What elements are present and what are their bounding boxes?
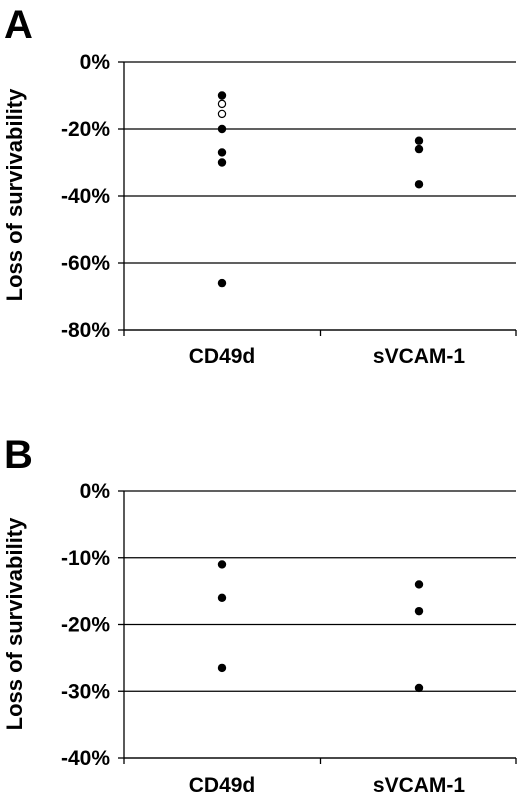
axes-b xyxy=(118,490,517,764)
data-point-filled xyxy=(414,606,424,616)
y-tick-label: 0% xyxy=(80,51,111,74)
y-axis-label-a: Loss of survivability xyxy=(2,88,27,301)
y-tick-labels-b: 0% -10% -20% -30% -40% xyxy=(61,480,110,770)
data-point-filled xyxy=(414,683,424,693)
data-points-a xyxy=(217,91,424,288)
category-label: CD49d xyxy=(189,345,256,368)
panel-b: B Loss of survivability 0% -10% -20% -30% -4… xyxy=(2,433,517,797)
data-point-filled xyxy=(217,663,227,673)
data-point-filled xyxy=(414,136,424,145)
data-points-b xyxy=(217,560,424,693)
category-label: CD49d xyxy=(189,774,256,797)
panel-a: A Loss of survivability 0% -20% -40% -60% -8… xyxy=(2,3,517,368)
y-tick-label: -30% xyxy=(61,680,110,703)
data-point-filled xyxy=(217,158,227,167)
y-tick-labels-a: 0% -20% -40% -60% -80% xyxy=(61,51,110,342)
axes-a xyxy=(118,61,517,336)
y-axis-label-b: Loss of survivability xyxy=(2,517,27,730)
category-label: sVCAM-1 xyxy=(373,774,466,797)
y-tick-label: 0% xyxy=(80,480,111,503)
y-tick-label: -60% xyxy=(61,252,110,275)
data-point-filled xyxy=(217,593,227,602)
y-tick-label: -20% xyxy=(61,614,110,637)
y-tick-label: -80% xyxy=(61,319,110,342)
y-tick-label: -40% xyxy=(61,747,110,770)
category-labels-b: CD49d sVCAM-1 xyxy=(189,774,466,797)
category-label: sVCAM-1 xyxy=(373,345,466,368)
category-labels-a: CD49d sVCAM-1 xyxy=(189,345,466,368)
data-point-open xyxy=(217,99,227,109)
panel-label-b: B xyxy=(4,433,33,477)
y-tick-label: -20% xyxy=(61,118,110,141)
data-point-filled xyxy=(217,124,227,134)
y-tick-label: -40% xyxy=(61,185,110,208)
y-tick-label: -10% xyxy=(61,547,110,570)
panel-label-a: A xyxy=(4,3,33,47)
data-point-filled xyxy=(217,560,227,569)
data-point-filled xyxy=(217,148,227,157)
data-point-filled xyxy=(217,91,227,100)
data-point-open xyxy=(217,109,227,119)
data-point-filled xyxy=(414,144,424,154)
gridlines-a xyxy=(124,61,516,331)
data-point-filled xyxy=(217,278,227,288)
data-point-filled xyxy=(414,580,424,589)
gridlines-b xyxy=(124,490,516,759)
data-point-filled xyxy=(414,180,424,189)
